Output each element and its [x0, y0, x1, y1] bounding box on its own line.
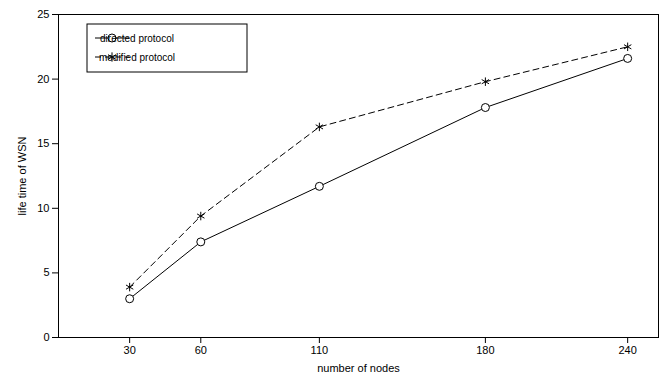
svg-text:240: 240: [618, 344, 636, 356]
svg-text:life time of WSN: life time of WSN: [16, 137, 28, 216]
svg-text:5: 5: [43, 266, 49, 278]
svg-text:15: 15: [37, 137, 49, 149]
svg-text:60: 60: [195, 344, 207, 356]
svg-text:110: 110: [311, 344, 329, 356]
svg-text:20: 20: [37, 73, 49, 85]
svg-text:25: 25: [37, 8, 49, 20]
svg-text:number of nodes: number of nodes: [317, 362, 400, 374]
svg-text:directed protocol: directed protocol: [100, 33, 174, 44]
svg-text:30: 30: [124, 344, 136, 356]
svg-text:10: 10: [37, 202, 49, 214]
svg-text:0: 0: [43, 331, 49, 343]
svg-text:modified protocol: modified protocol: [99, 52, 175, 63]
svg-text:180: 180: [476, 344, 494, 356]
